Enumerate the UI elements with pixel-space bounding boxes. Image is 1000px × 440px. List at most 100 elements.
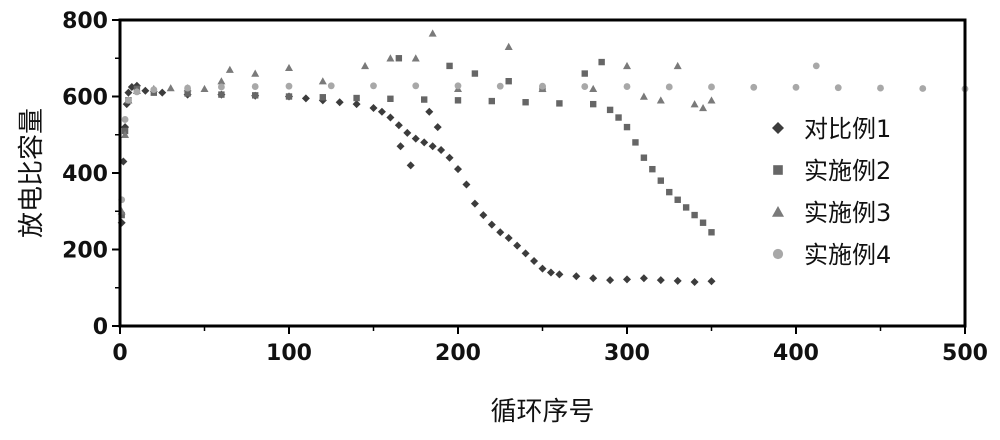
y-tick-label: 200 (62, 239, 108, 264)
data-point (590, 100, 597, 108)
data-point (623, 61, 631, 70)
data-point (394, 121, 403, 130)
data-point (150, 86, 158, 94)
x-tick-label: 400 (773, 341, 819, 366)
data-point (403, 128, 412, 137)
data-point (656, 96, 665, 104)
data-point (396, 142, 405, 151)
data-point (124, 88, 133, 97)
data-point (666, 188, 673, 196)
data-point (369, 103, 378, 112)
data-point (556, 100, 563, 107)
data-point (812, 62, 820, 70)
data-point (252, 92, 259, 99)
data-point (370, 82, 377, 90)
data-point (428, 142, 437, 151)
data-point (606, 276, 615, 285)
data-point (471, 70, 479, 77)
x-tick-label: 0 (112, 341, 127, 366)
data-point (425, 107, 434, 116)
data-point (319, 94, 326, 101)
data-point (708, 229, 715, 236)
data-point (251, 69, 260, 77)
y-tick-label: 0 (93, 315, 108, 340)
data-point (623, 83, 631, 90)
data-point (446, 62, 453, 70)
data-point (877, 84, 884, 92)
data-point (640, 154, 648, 161)
series-3 (117, 29, 716, 215)
legend-marker (772, 206, 784, 217)
data-point (606, 106, 614, 114)
data-point (225, 65, 234, 73)
x-axis-title: 循环序号 (490, 397, 594, 427)
data-point (285, 82, 293, 90)
data-point (118, 211, 125, 219)
data-point (411, 54, 420, 62)
data-point (285, 63, 293, 72)
data-point (217, 77, 226, 85)
data-point (125, 96, 132, 104)
data-point (251, 83, 259, 90)
data-point (919, 85, 927, 92)
data-point (200, 84, 209, 93)
data-point (505, 78, 512, 85)
data-point (665, 83, 673, 91)
data-point (454, 165, 462, 174)
series-4 (118, 62, 969, 204)
data-point (184, 90, 191, 97)
data-point (395, 55, 403, 62)
legend: 对比例1 实施例2 实施例3 实施例4 (772, 115, 891, 269)
data-point (674, 196, 681, 203)
data-point (615, 114, 622, 121)
legend-marker (772, 248, 784, 260)
data-point (184, 84, 192, 92)
x-tick-label: 500 (942, 341, 988, 366)
legend-label: 实施例4 (804, 241, 891, 269)
y-tick-label: 600 (62, 86, 108, 111)
data-point (673, 276, 682, 285)
y-axis-title: 放电比容量 (17, 108, 47, 238)
y-axis: 0 200 400 600 800 (62, 9, 120, 340)
data-point (454, 97, 462, 104)
y-tick-label: 400 (62, 162, 108, 187)
data-point (121, 130, 130, 138)
data-point (707, 96, 716, 104)
data-point (623, 123, 631, 131)
data-point (318, 77, 327, 85)
data-point (623, 275, 631, 284)
data-point (437, 146, 446, 155)
data-point (386, 113, 395, 122)
data-point (428, 29, 437, 37)
data-point (690, 278, 699, 287)
data-point (522, 99, 529, 106)
data-point (581, 83, 589, 90)
data-point (521, 249, 530, 258)
data-point (707, 277, 716, 286)
legend-label: 对比例1 (804, 115, 891, 143)
data-point (546, 268, 555, 277)
data-point (353, 94, 360, 102)
data-point (834, 84, 842, 92)
data-point (387, 95, 394, 102)
data-point (792, 83, 800, 91)
data-point (690, 100, 699, 108)
data-point (632, 139, 639, 146)
data-point (433, 123, 442, 132)
legend-marker (773, 165, 783, 175)
data-point (691, 211, 698, 219)
data-point (555, 270, 564, 279)
data-point (581, 70, 588, 77)
data-point (462, 180, 471, 189)
data-point (470, 199, 479, 208)
series-1 (117, 81, 716, 287)
data-point (285, 93, 293, 100)
data-point (218, 91, 225, 98)
y-tick-label: 800 (62, 9, 108, 34)
legend-label: 实施例2 (804, 157, 891, 185)
plot-data (117, 29, 969, 287)
data-point (121, 123, 130, 132)
legend-label: 实施例3 (804, 199, 891, 227)
data-point (682, 204, 690, 211)
